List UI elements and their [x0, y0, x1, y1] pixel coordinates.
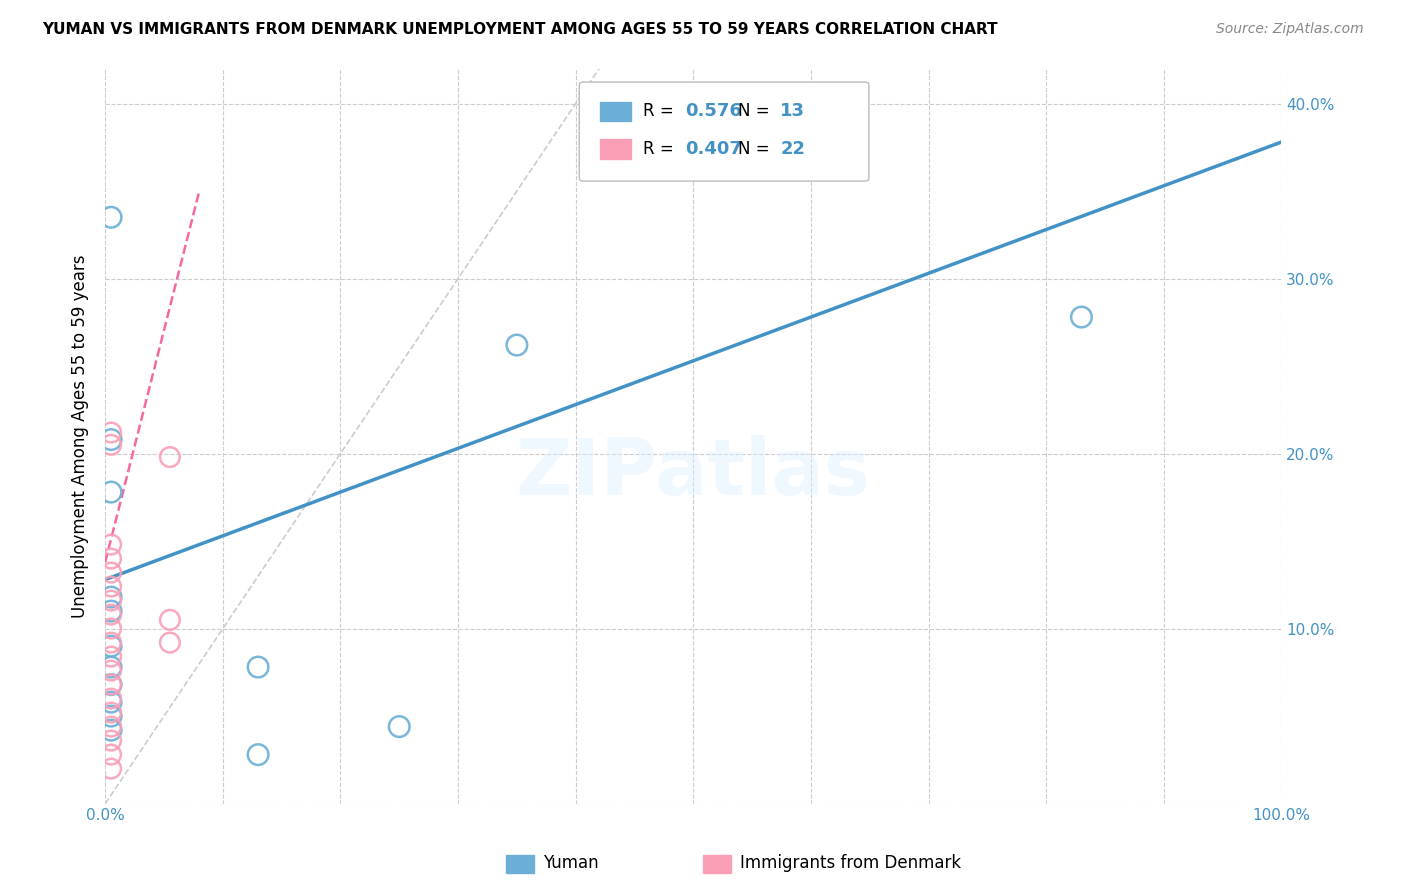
- Point: [100, 433, 122, 447]
- Point: [100, 733, 122, 747]
- Point: [100, 438, 122, 452]
- Point: [100, 593, 122, 607]
- Text: YUMAN VS IMMIGRANTS FROM DENMARK UNEMPLOYMENT AMONG AGES 55 TO 59 YEARS CORRELAT: YUMAN VS IMMIGRANTS FROM DENMARK UNEMPLO…: [42, 22, 998, 37]
- Point: [100, 709, 122, 723]
- Point: [247, 660, 270, 674]
- Point: [100, 551, 122, 566]
- Point: [388, 720, 411, 734]
- Point: [100, 723, 122, 738]
- Point: [100, 607, 122, 622]
- Text: R =: R =: [643, 140, 679, 158]
- Point: [100, 706, 122, 720]
- Text: R =: R =: [643, 103, 679, 120]
- Point: [100, 747, 122, 762]
- Text: 0.407: 0.407: [685, 140, 741, 158]
- Text: Yuman: Yuman: [543, 855, 599, 872]
- Point: [100, 695, 122, 709]
- Point: [1070, 310, 1092, 324]
- Point: [100, 604, 122, 618]
- Text: N =: N =: [738, 103, 775, 120]
- Point: [100, 677, 122, 691]
- Point: [100, 664, 122, 678]
- Point: [100, 649, 122, 664]
- Point: [100, 211, 122, 225]
- Point: [100, 590, 122, 604]
- Point: [100, 639, 122, 653]
- Text: 13: 13: [780, 103, 806, 120]
- Point: [100, 425, 122, 440]
- Text: Source: ZipAtlas.com: Source: ZipAtlas.com: [1216, 22, 1364, 37]
- Text: N =: N =: [738, 140, 775, 158]
- Point: [159, 635, 181, 649]
- Point: [100, 660, 122, 674]
- Point: [100, 691, 122, 706]
- Text: Immigrants from Denmark: Immigrants from Denmark: [740, 855, 960, 872]
- Text: 0.576: 0.576: [685, 103, 741, 120]
- Point: [100, 677, 122, 691]
- Y-axis label: Unemployment Among Ages 55 to 59 years: Unemployment Among Ages 55 to 59 years: [72, 254, 89, 618]
- Point: [100, 762, 122, 776]
- Point: [100, 622, 122, 636]
- Point: [100, 635, 122, 649]
- Text: 22: 22: [780, 140, 806, 158]
- Point: [100, 566, 122, 580]
- Point: [159, 613, 181, 627]
- Point: [100, 538, 122, 552]
- Point: [100, 580, 122, 594]
- Text: ZIPatlas: ZIPatlas: [516, 434, 870, 511]
- Point: [100, 485, 122, 500]
- Point: [159, 450, 181, 464]
- Point: [247, 747, 270, 762]
- Point: [506, 338, 529, 352]
- Point: [100, 720, 122, 734]
